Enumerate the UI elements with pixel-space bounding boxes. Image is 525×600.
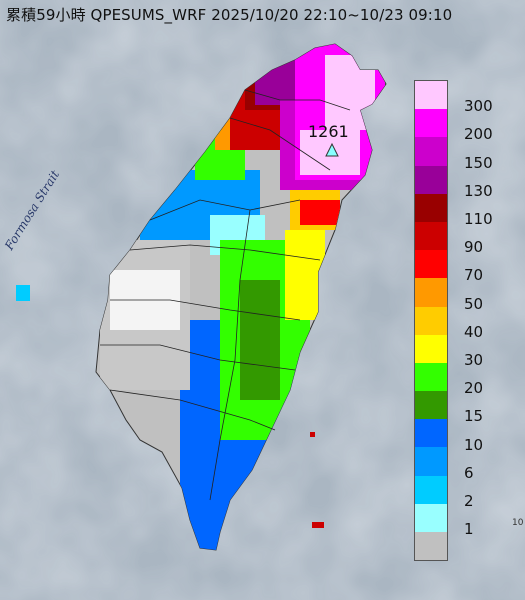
rain-zone-70 <box>300 200 340 225</box>
legend-label: 200 <box>464 125 493 144</box>
legend-label: 6 <box>464 463 474 482</box>
legend-swatch <box>415 81 447 110</box>
legend-label: 40 <box>464 322 484 341</box>
legend-label: 2 <box>464 491 474 510</box>
legend-label: 20 <box>464 379 484 398</box>
legend-label: 30 <box>464 350 484 369</box>
legend-label: 10 <box>464 435 484 454</box>
legend-swatch <box>415 306 447 335</box>
edge-text: 10 <box>512 518 524 528</box>
legend-label: 50 <box>464 294 484 313</box>
legend-swatch <box>415 503 447 532</box>
legend-swatch <box>415 221 447 251</box>
legend-swatch <box>415 447 447 476</box>
color-legend <box>414 80 448 562</box>
map-title: 累積59小時 QPESUMS_WRF 2025/10/20 22:10~10/2… <box>6 6 453 24</box>
legend-label: 1 <box>464 520 474 539</box>
legend-swatch <box>415 278 447 307</box>
legend-label: 300 <box>464 97 493 116</box>
legend-swatch <box>415 362 447 392</box>
county-boundaries <box>100 89 351 501</box>
legend-swatch <box>415 419 447 448</box>
legend-swatch <box>415 165 447 194</box>
max-rainfall-label: 1261 <box>308 122 349 141</box>
legend-swatch <box>415 193 447 222</box>
legend-label: 110 <box>464 209 493 228</box>
legend-label: 150 <box>464 153 493 172</box>
legend-swatch <box>415 391 447 420</box>
legend-swatch <box>415 334 447 363</box>
green-island <box>310 432 315 437</box>
penghu-islands <box>16 285 30 301</box>
triangle-icon <box>325 142 339 157</box>
legend-label: 130 <box>464 181 493 200</box>
legend-label: 15 <box>464 407 484 426</box>
legend-label: 90 <box>464 238 484 257</box>
rain-zone-15 <box>240 280 280 400</box>
legend-swatch <box>415 532 447 561</box>
legend-swatch <box>415 109 447 138</box>
legend-swatch <box>415 475 447 504</box>
legend-label: 70 <box>464 266 484 285</box>
orchid-island <box>312 522 324 528</box>
legend-swatch <box>415 250 447 279</box>
legend-swatch <box>415 137 447 166</box>
